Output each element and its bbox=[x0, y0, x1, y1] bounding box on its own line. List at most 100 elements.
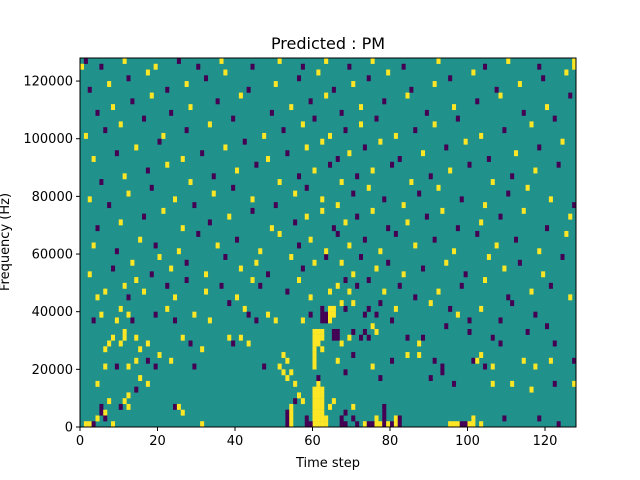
heatmap-cell bbox=[308, 311, 313, 318]
heatmap-cell bbox=[568, 294, 573, 301]
heatmap-cell bbox=[463, 271, 468, 278]
heatmap-cell bbox=[316, 398, 321, 405]
heatmap-cell bbox=[231, 184, 236, 191]
x-tick-label: 60 bbox=[304, 434, 321, 449]
heatmap-cell bbox=[320, 311, 325, 318]
heatmap-cell bbox=[231, 115, 236, 122]
heatmap-cell bbox=[165, 305, 170, 312]
heatmap-cell bbox=[289, 254, 294, 260]
heatmap-cell bbox=[192, 311, 197, 318]
heatmap-cell bbox=[521, 109, 526, 116]
heatmap-cell bbox=[331, 225, 336, 232]
heatmap-cell bbox=[343, 409, 348, 416]
heatmap-cell bbox=[506, 190, 511, 197]
heatmap-cell bbox=[486, 156, 491, 162]
heatmap-cell bbox=[537, 248, 542, 255]
heatmap-cell bbox=[130, 98, 135, 105]
heatmap-cell bbox=[328, 305, 333, 312]
heatmap-cell bbox=[180, 409, 185, 416]
heatmap-cell bbox=[211, 190, 216, 197]
heatmap-cell bbox=[417, 340, 422, 347]
heatmap-cell bbox=[552, 115, 557, 122]
heatmap-cell bbox=[370, 363, 375, 370]
heatmap-cell bbox=[83, 132, 88, 139]
x-axis: 0 20 40 60 80 100 120 bbox=[76, 427, 557, 449]
heatmap-cell bbox=[316, 403, 321, 410]
heatmap-cell bbox=[335, 230, 340, 237]
heatmap-cell bbox=[312, 415, 317, 422]
heatmap-cell bbox=[157, 352, 162, 358]
heatmap-cell bbox=[149, 92, 154, 99]
heatmap-cell bbox=[107, 398, 112, 405]
heatmap-cell bbox=[91, 156, 96, 162]
heatmap-cell bbox=[428, 375, 433, 382]
heatmap-cell bbox=[556, 421, 561, 428]
heatmap-cell bbox=[153, 63, 158, 70]
heatmap-cell bbox=[126, 392, 131, 399]
heatmap-cell bbox=[320, 317, 325, 324]
heatmap-cell bbox=[99, 179, 104, 185]
heatmap-cell bbox=[572, 202, 577, 209]
heatmap-cell bbox=[103, 288, 108, 295]
heatmap-cell bbox=[285, 288, 290, 295]
heatmap-cell bbox=[537, 415, 542, 422]
heatmap-cell bbox=[397, 156, 402, 162]
heatmap-cell bbox=[448, 421, 453, 428]
heatmap-cell bbox=[145, 167, 150, 174]
heatmap-cell bbox=[459, 282, 464, 289]
heatmap-cell bbox=[386, 69, 391, 76]
heatmap-cell bbox=[502, 127, 507, 134]
heatmap-cell bbox=[502, 415, 507, 422]
heatmap-cell bbox=[328, 311, 333, 318]
heatmap-cell bbox=[118, 305, 123, 312]
heatmap-cell bbox=[324, 92, 329, 99]
heatmap-cell bbox=[196, 63, 201, 70]
heatmap-cell bbox=[227, 300, 232, 307]
heatmap-cell bbox=[335, 334, 340, 341]
heatmap-cell bbox=[552, 340, 557, 347]
heatmap-cell bbox=[138, 236, 143, 243]
heatmap-cell bbox=[374, 115, 379, 122]
heatmap-cell bbox=[324, 317, 329, 324]
heatmap-cell bbox=[475, 230, 480, 237]
heatmap-cell bbox=[455, 311, 460, 318]
heatmap-cell bbox=[320, 392, 325, 399]
heatmap-cell bbox=[180, 334, 185, 341]
heatmap-cell bbox=[362, 311, 367, 318]
heatmap-cell bbox=[223, 254, 228, 260]
heatmap-cell bbox=[161, 132, 166, 139]
heatmap-cell bbox=[556, 161, 561, 168]
heatmap-cell bbox=[324, 254, 329, 260]
heatmap-cell bbox=[351, 352, 356, 358]
heatmap-cell bbox=[568, 92, 573, 99]
heatmap-cell bbox=[343, 127, 348, 134]
heatmap-cell bbox=[560, 138, 565, 145]
heatmap-cell bbox=[328, 161, 333, 168]
heatmap-cell bbox=[378, 421, 383, 428]
y-tick-label: 20000 bbox=[32, 363, 73, 378]
heatmap-cell bbox=[130, 317, 135, 324]
heatmap-cell bbox=[304, 184, 309, 191]
chart-title: Predicted : PM bbox=[271, 34, 385, 53]
heatmap-cell bbox=[293, 380, 298, 387]
heatmap-cell bbox=[289, 421, 294, 428]
heatmap-cell bbox=[281, 127, 286, 134]
heatmap-cell bbox=[95, 380, 100, 387]
heatmap-cell bbox=[173, 317, 178, 324]
heatmap-cell bbox=[83, 421, 88, 428]
heatmap-cell bbox=[397, 415, 402, 422]
heatmap-cell bbox=[103, 415, 108, 422]
heatmap-cell bbox=[455, 115, 460, 122]
heatmap-cell bbox=[324, 248, 329, 255]
heatmap-cell bbox=[184, 277, 189, 284]
heatmap-cell bbox=[289, 403, 294, 410]
x-tick-label: 40 bbox=[227, 434, 244, 449]
heatmap-cell bbox=[304, 144, 309, 151]
heatmap-cell bbox=[506, 294, 511, 301]
heatmap-cell bbox=[103, 363, 108, 370]
heatmap-cell bbox=[107, 340, 112, 347]
heatmap-cell bbox=[250, 207, 255, 214]
heatmap-cell bbox=[359, 334, 364, 341]
heatmap-cell bbox=[207, 317, 212, 324]
heatmap-cell bbox=[548, 282, 553, 289]
